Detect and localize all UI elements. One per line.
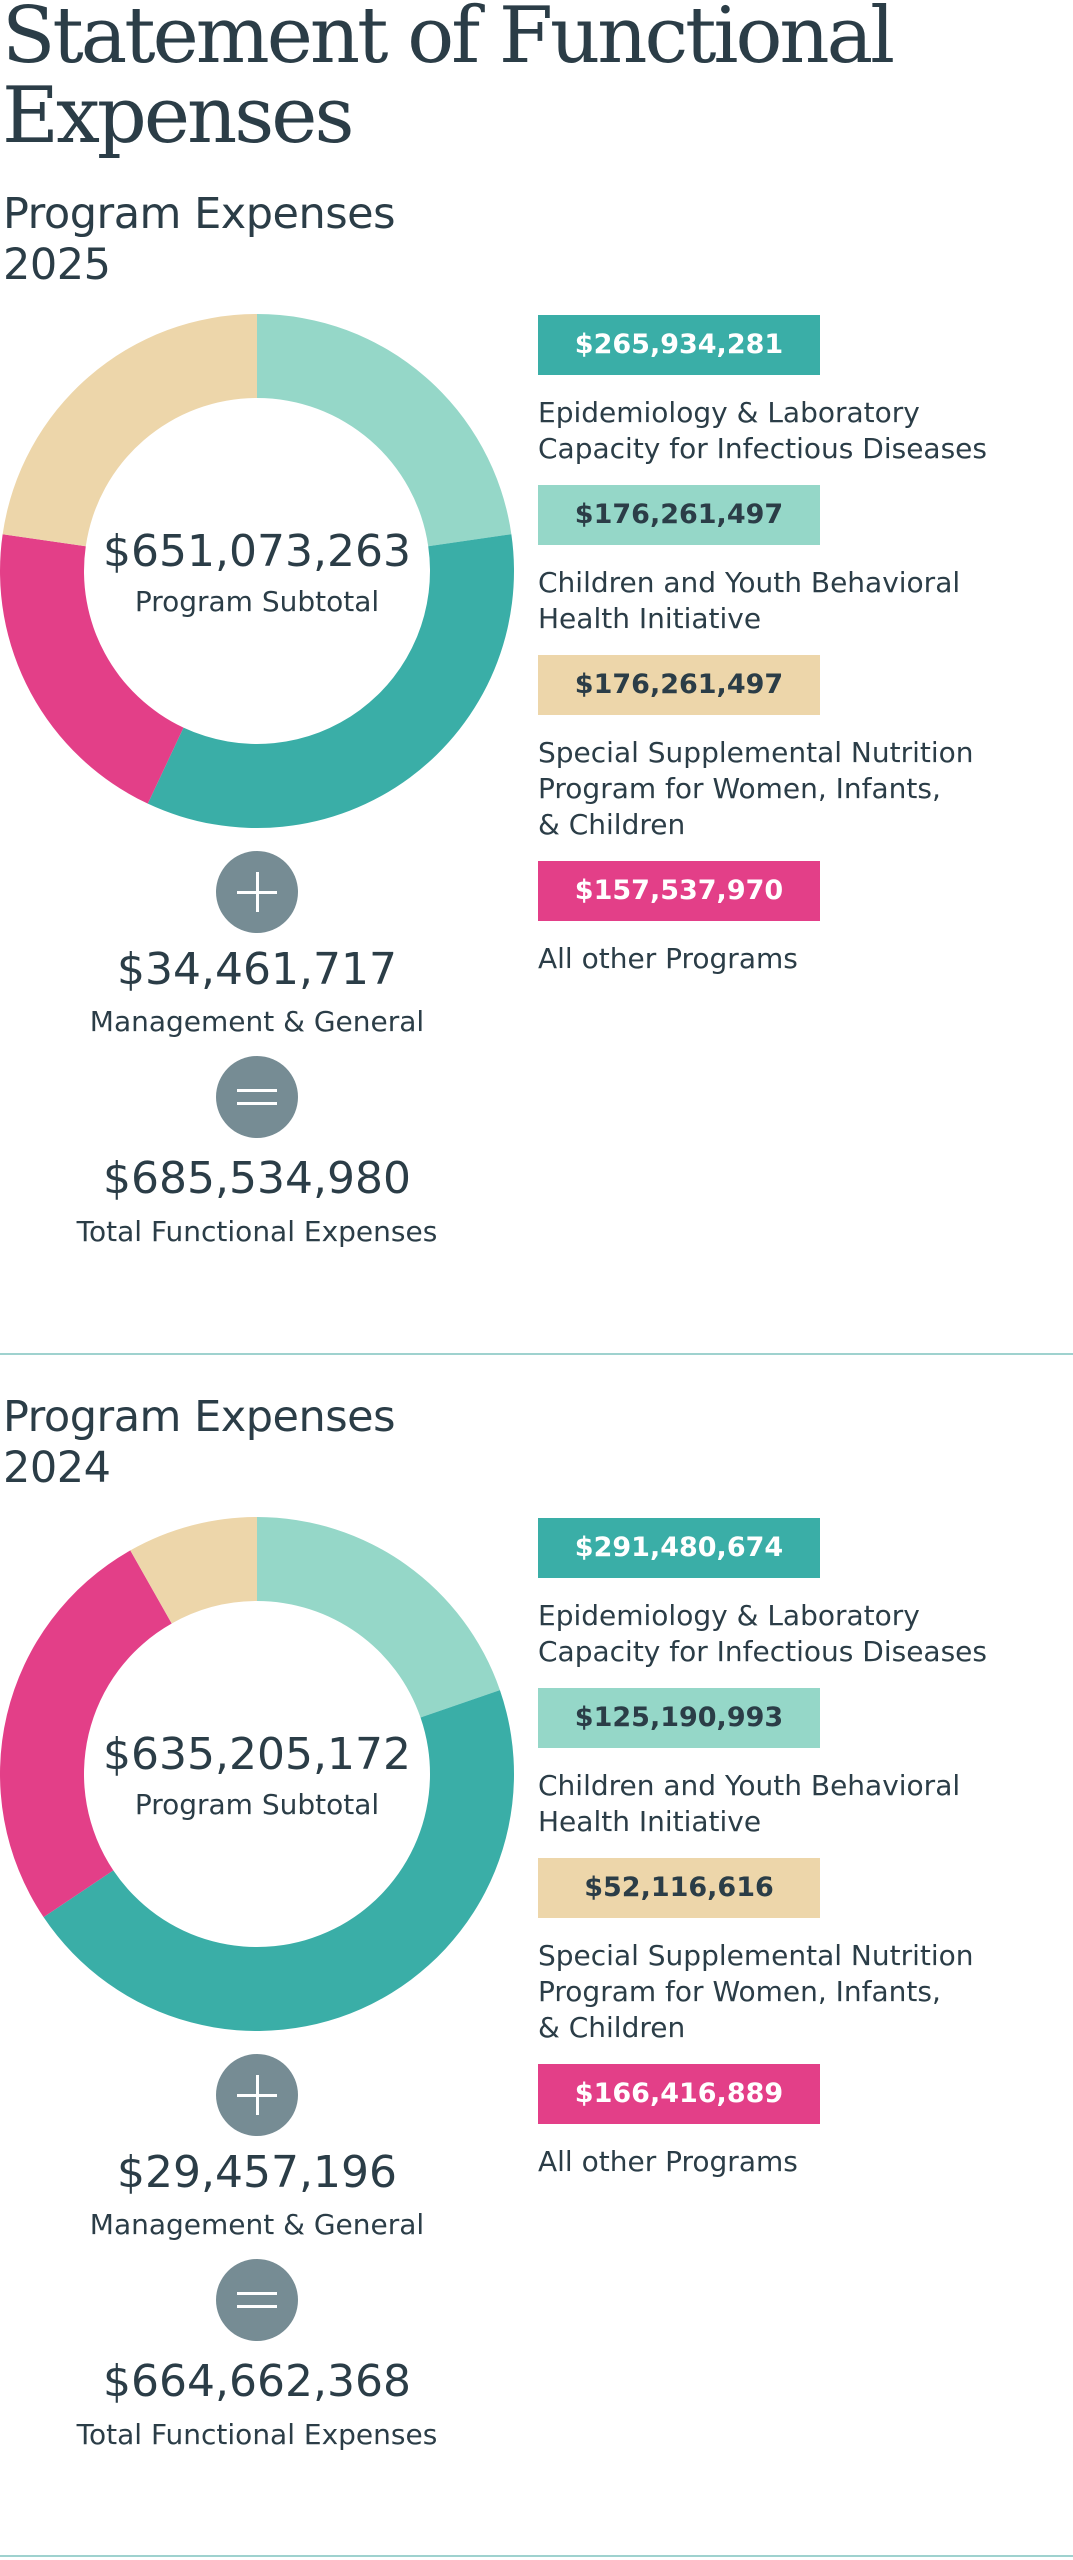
- donut-slice-children-youth-behavioral-health: [257, 314, 512, 547]
- management-general-label: Management & General: [89, 2208, 425, 2241]
- donut-slice-special-supplemental-nutrition: [2, 314, 257, 547]
- program-expenses-donut-chart: [0, 1517, 514, 2031]
- legend-value-badge: $176,261,497: [538, 485, 820, 545]
- page-title: Statement of Functional Expenses: [2, 0, 895, 161]
- section-heading-year: 2024: [3, 1443, 111, 1493]
- donut-slice-epidemiology-lab-capacity: [147, 534, 514, 828]
- program-subtotal-value: $635,205,172: [103, 1729, 411, 1780]
- program-subtotal-label: Program Subtotal: [134, 585, 380, 618]
- legend-label-line: Capacity for Infectious Diseases: [538, 432, 987, 465]
- legend-label: Children and Youth Behavioral Health Init…: [538, 1768, 1058, 1840]
- donut-slice-all-other-programs: [0, 534, 184, 804]
- management-general-label: Management & General: [89, 1005, 425, 1038]
- program-subtotal-value: $651,073,263: [103, 526, 411, 577]
- legend-label-line: Epidemiology & Laboratory: [538, 396, 920, 429]
- legend-label-line: & Children: [538, 2011, 686, 2044]
- donut-slice-special-supplemental-nutrition: [130, 1517, 257, 1624]
- program-expenses-donut-chart: [0, 314, 514, 828]
- total-functional-expenses-label: Total Functional Expenses: [76, 1215, 438, 1248]
- donut-slice-all-other-programs: [0, 1550, 172, 1918]
- legend-value-badge: $125,190,993: [538, 1688, 820, 1748]
- donut-slice-children-youth-behavioral-health: [257, 1517, 500, 1718]
- equals-icon: [216, 1056, 298, 1138]
- legend-label: Epidemiology & Laboratory Capacity for In…: [538, 1598, 1058, 1670]
- legend-label: All other Programs: [538, 941, 1058, 977]
- legend-label-line: & Children: [538, 808, 686, 841]
- section-heading: Program Expenses 2025: [3, 189, 395, 291]
- legend-value-badge: $166,416,889: [538, 2064, 820, 2124]
- legend-value-badge: $176,261,497: [538, 655, 820, 715]
- plus-icon: [216, 851, 298, 933]
- management-general-value: $29,457,196: [117, 2147, 397, 2198]
- legend-value-badge: $157,537,970: [538, 861, 820, 921]
- legend-label-line: Epidemiology & Laboratory: [538, 1599, 920, 1632]
- section-heading: Program Expenses 2024: [3, 1392, 395, 1494]
- legend-label-line: Capacity for Infectious Diseases: [538, 1635, 987, 1668]
- program-subtotal-label: Program Subtotal: [134, 1788, 380, 1821]
- legend-label-line: Children and Youth Behavioral: [538, 1769, 961, 1802]
- legend-label: Special Supplemental Nutrition Program fo…: [538, 1938, 1058, 2046]
- legend-label-line: Children and Youth Behavioral: [538, 566, 961, 599]
- total-functional-expenses-value: $664,662,368: [103, 2356, 411, 2407]
- legend-label-line: Health Initiative: [538, 1805, 762, 1838]
- section-heading-line1: Program Expenses: [3, 1392, 395, 1442]
- legend-label: Special Supplemental Nutrition Program fo…: [538, 735, 1058, 843]
- legend-label: All other Programs: [538, 2144, 1058, 2180]
- program-expenses-2024-section: Program Expenses 2024 $635,205,172 Progr…: [0, 1203, 1073, 2451]
- legend-label: Children and Youth Behavioral Health Init…: [538, 565, 1058, 637]
- legend-value-badge: $291,480,674: [538, 1518, 820, 1578]
- total-functional-expenses-value: $685,534,980: [103, 1153, 411, 1204]
- legend-label-line: Program for Women, Infants,: [538, 772, 941, 805]
- legend-label-line: Program for Women, Infants,: [538, 1975, 941, 2008]
- legend-value-badge: $265,934,281: [538, 315, 820, 375]
- legend-label-line: Special Supplemental Nutrition: [538, 736, 974, 769]
- legend-label-line: Special Supplemental Nutrition: [538, 1939, 974, 1972]
- section-divider: [0, 1353, 1073, 1355]
- donut-slice-epidemiology-lab-capacity: [43, 1690, 514, 2031]
- section-heading-line1: Program Expenses: [3, 189, 395, 239]
- section-heading-year: 2025: [3, 240, 111, 290]
- legend-label-line: All other Programs: [538, 2145, 798, 2178]
- program-expenses-2025-section: Program Expenses 2025 $651,073,263 Progr…: [0, 0, 1073, 1248]
- total-functional-expenses-label: Total Functional Expenses: [76, 2418, 438, 2451]
- equals-icon: [216, 2259, 298, 2341]
- plus-icon: [216, 2054, 298, 2136]
- section-divider: [0, 2555, 1073, 2557]
- legend-label-line: Health Initiative: [538, 602, 762, 635]
- legend-label: Epidemiology & Laboratory Capacity for In…: [538, 395, 1058, 467]
- legend-value-badge: $52,116,616: [538, 1858, 820, 1918]
- management-general-value: $34,461,717: [117, 944, 397, 995]
- legend-label-line: All other Programs: [538, 942, 798, 975]
